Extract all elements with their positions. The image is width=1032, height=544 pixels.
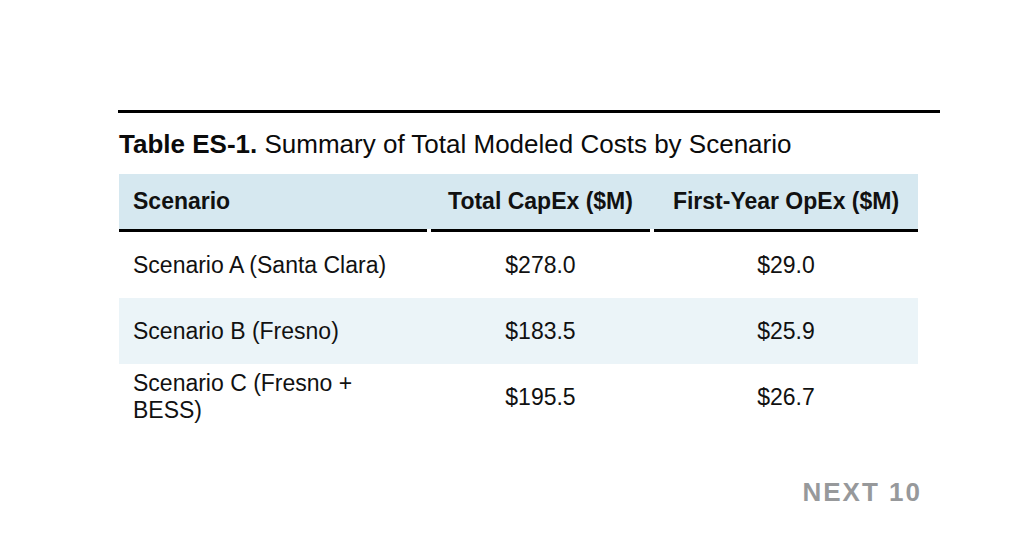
table-row: Scenario C (Fresno + BESS) $195.5 $26.7 bbox=[119, 364, 918, 430]
next10-logo: NEXT 10 bbox=[803, 477, 923, 508]
col-header-capex: Total CapEx ($M) bbox=[431, 188, 650, 215]
top-rule bbox=[118, 110, 940, 113]
table-title-text: Summary of Total Modeled Costs by Scenar… bbox=[257, 129, 791, 159]
table-header-row: Scenario Total CapEx ($M) First-Year OpE… bbox=[119, 174, 918, 229]
col-header-scenario: Scenario bbox=[119, 188, 427, 215]
col-header-opex: First-Year OpEx ($M) bbox=[654, 188, 918, 215]
cell-scenario: Scenario B (Fresno) bbox=[119, 318, 427, 345]
cell-opex: $26.7 bbox=[654, 384, 918, 411]
cell-opex: $29.0 bbox=[654, 252, 918, 279]
table-row: Scenario B (Fresno) $183.5 $25.9 bbox=[119, 298, 918, 364]
cell-capex: $278.0 bbox=[431, 252, 650, 279]
cell-scenario: Scenario A (Santa Clara) bbox=[119, 252, 427, 279]
cell-capex: $195.5 bbox=[431, 384, 650, 411]
table-title: Table ES-1. Summary of Total Modeled Cos… bbox=[119, 127, 791, 161]
header-underline bbox=[119, 229, 918, 232]
cost-summary-table: Scenario Total CapEx ($M) First-Year OpE… bbox=[119, 174, 918, 430]
cell-capex: $183.5 bbox=[431, 318, 650, 345]
header-underline-segment bbox=[654, 229, 918, 232]
document-page: Table ES-1. Summary of Total Modeled Cos… bbox=[0, 0, 1032, 544]
header-underline-segment bbox=[119, 229, 427, 232]
cell-opex: $25.9 bbox=[654, 318, 918, 345]
table-row: Scenario A (Santa Clara) $278.0 $29.0 bbox=[119, 232, 918, 298]
header-underline-segment bbox=[431, 229, 650, 232]
table-title-label: Table ES-1. bbox=[119, 129, 257, 159]
cell-scenario: Scenario C (Fresno + BESS) bbox=[119, 370, 427, 424]
